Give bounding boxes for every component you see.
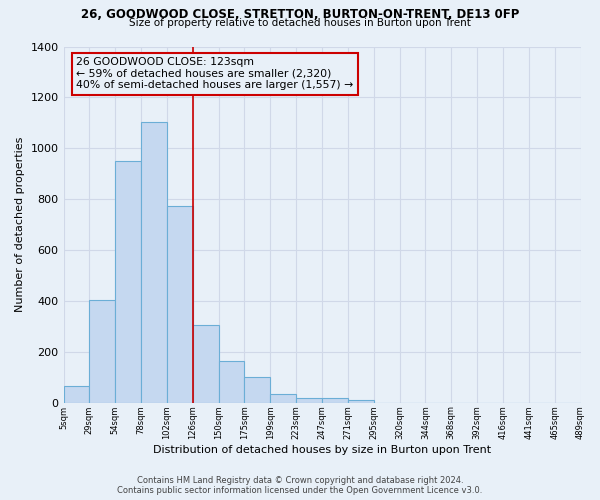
- Bar: [348, 400, 374, 402]
- Bar: [244, 377, 271, 402]
- X-axis label: Distribution of detached houses by size in Burton upon Trent: Distribution of detached houses by size …: [153, 445, 491, 455]
- Bar: [64, 386, 89, 402]
- Bar: [115, 161, 141, 402]
- Text: Contains HM Land Registry data © Crown copyright and database right 2024.
Contai: Contains HM Land Registry data © Crown c…: [118, 476, 482, 495]
- Bar: [296, 398, 322, 402]
- Bar: [141, 122, 167, 402]
- Bar: [89, 300, 115, 403]
- Bar: [193, 325, 218, 402]
- Bar: [271, 394, 296, 402]
- Bar: [167, 206, 193, 402]
- Bar: [218, 360, 244, 403]
- Text: Size of property relative to detached houses in Burton upon Trent: Size of property relative to detached ho…: [129, 18, 471, 28]
- Y-axis label: Number of detached properties: Number of detached properties: [15, 137, 25, 312]
- Bar: [322, 398, 348, 402]
- Text: 26, GOODWOOD CLOSE, STRETTON, BURTON-ON-TRENT, DE13 0FP: 26, GOODWOOD CLOSE, STRETTON, BURTON-ON-…: [81, 8, 519, 20]
- Text: 26 GOODWOOD CLOSE: 123sqm
← 59% of detached houses are smaller (2,320)
40% of se: 26 GOODWOOD CLOSE: 123sqm ← 59% of detac…: [76, 57, 354, 90]
